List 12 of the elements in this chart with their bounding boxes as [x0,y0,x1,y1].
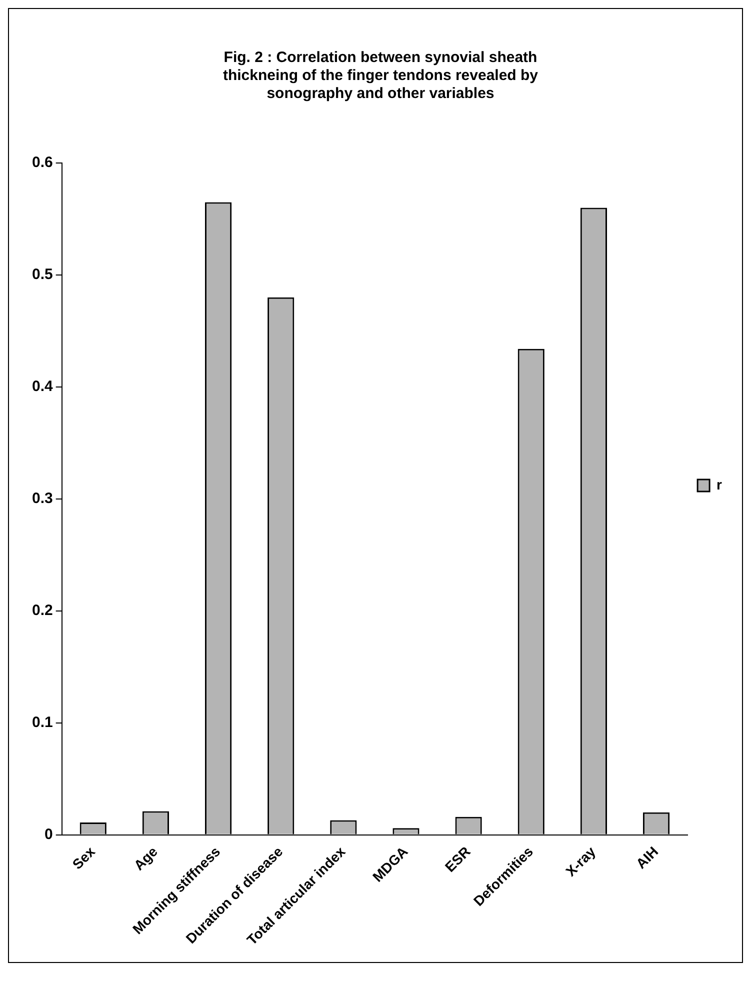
x-tick-label: AIH [632,843,662,872]
y-tick-label: 0.5 [32,266,53,284]
x-tick-label: Age [130,843,161,874]
y-tick-label: 0.1 [32,714,53,731]
y-tick-label: 0.2 [32,602,53,619]
chart-title: Fig. 2 : Correlation between synovial sheath thickneing of the finger tendons revealed by sonography and other variables [222,49,539,102]
y-tick-label: 0.4 [32,378,54,396]
x-tick-label: Sex [69,843,98,872]
y-tick-label: 0.3 [32,490,53,508]
y-tick-label: 0.6 [32,154,53,172]
legend-label: r [716,476,723,492]
y-tick-label: 0 [44,826,53,843]
